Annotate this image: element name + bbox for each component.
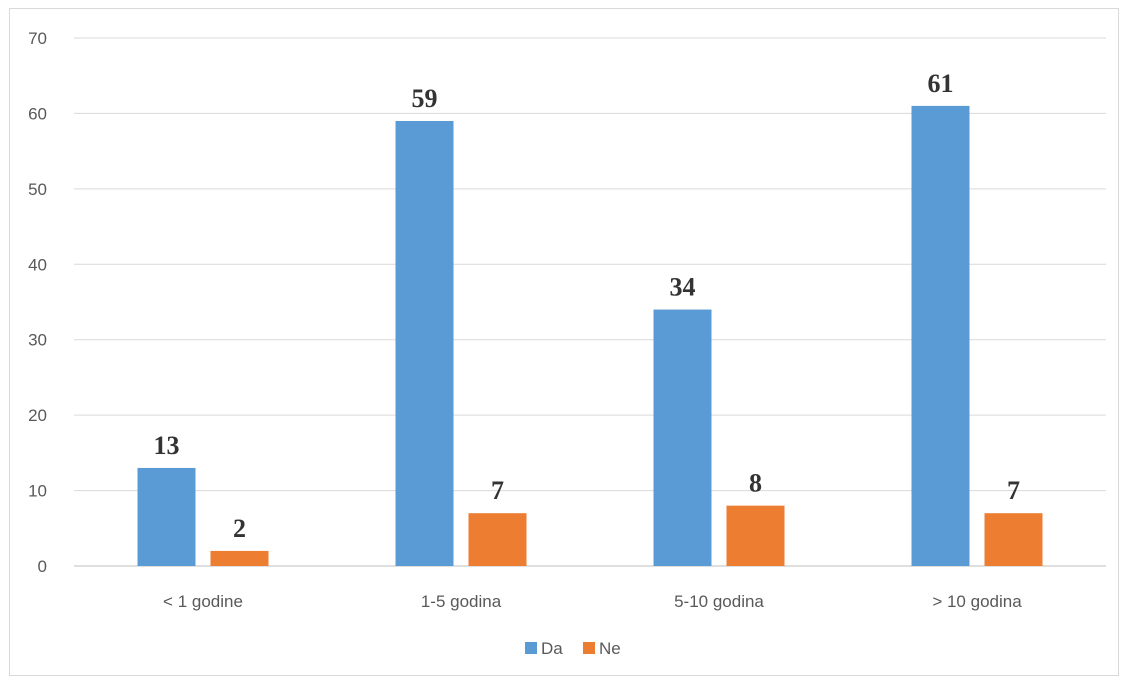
y-tick-label: 50 [28,180,47,199]
x-tick-label: > 10 godina [932,592,1022,611]
data-label: 8 [749,469,762,498]
bar-da [137,467,196,566]
data-label: 13 [154,431,180,460]
legend: Da Ne [525,639,621,658]
y-tick-label: 70 [28,29,47,48]
data-label: 7 [491,476,504,505]
legend-label: Ne [599,639,621,658]
bar-ne [984,513,1043,566]
x-tick-label: 5-10 godina [674,592,764,611]
data-label: 2 [233,514,246,543]
data-label: 61 [928,69,954,98]
y-tick-label: 0 [38,557,47,576]
y-tick-label: 30 [28,331,47,350]
bar-ne [210,550,269,566]
legend-label: Da [541,639,563,658]
y-axis-ticks: 0 10 20 30 40 50 60 70 [28,29,47,576]
data-label: 7 [1007,476,1020,505]
bar-ne [726,505,785,566]
x-axis-ticks: < 1 godine 1-5 godina 5-10 godina > 10 godi… [163,592,1022,611]
data-labels: 13 2 59 7 34 8 61 7 [154,69,1021,543]
x-tick-label: < 1 godine [163,592,243,611]
legend-swatch-ne [583,642,595,654]
y-tick-label: 40 [28,255,47,274]
bar-da [911,105,970,566]
data-label: 59 [412,84,438,113]
bar-ne [468,513,527,566]
y-tick-label: 20 [28,406,47,425]
x-tick-label: 1-5 godina [421,592,502,611]
y-tick-label: 60 [28,104,47,123]
legend-swatch-da [525,642,537,654]
y-tick-label: 10 [28,482,47,501]
bar-da [395,120,454,566]
bars [137,105,1043,566]
bar-da [653,309,712,566]
data-label: 34 [670,273,696,302]
